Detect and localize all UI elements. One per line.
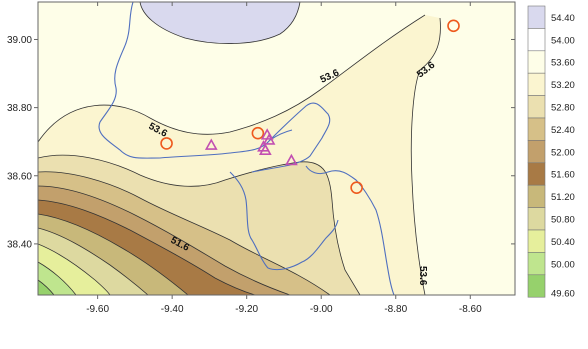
contour-line xyxy=(38,261,77,295)
x-tick-label: -9.20 xyxy=(235,304,258,315)
x-axis: -9.60 -9.40 -9.20 -9.00 -8.80 -8.60 xyxy=(86,2,482,315)
contour-line xyxy=(38,279,55,295)
contour-line xyxy=(38,227,149,295)
circle-marker xyxy=(251,126,265,140)
legend-label: 54.40 xyxy=(551,13,575,24)
legend-label: 51.20 xyxy=(551,192,575,203)
legend-label: 52.40 xyxy=(551,125,575,136)
legend-swatch xyxy=(527,95,546,119)
contour-line xyxy=(139,2,301,44)
circle-marker xyxy=(447,19,460,33)
y-tick-label: 38.60 xyxy=(7,171,32,182)
band-54.00 xyxy=(140,2,300,44)
legend-label: 50.80 xyxy=(551,215,575,226)
legend-label: 49.60 xyxy=(551,289,575,300)
legend-swatch xyxy=(527,140,546,164)
legend-swatch xyxy=(527,162,546,186)
contour-label: 53.6 xyxy=(417,266,428,286)
circle-marker xyxy=(350,181,363,194)
legend-label: 50.00 xyxy=(551,259,575,270)
legend-swatch xyxy=(527,28,546,52)
legend-label: 51.60 xyxy=(551,170,575,181)
contour-line xyxy=(38,199,256,295)
circle-markers xyxy=(160,19,460,194)
x-tick-label: -8.80 xyxy=(384,304,407,315)
color-legend: 54.40 54.00 53.60 53.20 52.80 52.40 52.00 51.60… xyxy=(527,5,575,300)
band-50.00 xyxy=(38,262,76,295)
legend-swatch xyxy=(527,50,546,74)
legend-label: 53.60 xyxy=(551,58,575,69)
coastline-path xyxy=(98,2,331,173)
contour-line xyxy=(410,17,441,295)
legend-swatch xyxy=(527,117,546,141)
contour-lines xyxy=(38,2,441,295)
legend-label: 50.40 xyxy=(551,237,575,248)
plot-frame xyxy=(37,1,516,296)
x-tick-label: -9.60 xyxy=(86,304,109,315)
x-tick-label: -9.40 xyxy=(161,304,184,315)
river-path xyxy=(305,165,395,295)
y-axis: 39.00 38.80 38.60 38.40 xyxy=(7,35,515,250)
contour-fills: 53.6 53.6 53.6 53.6 51.6 xyxy=(38,2,515,295)
x-tick-label: -8.60 xyxy=(459,304,482,315)
triangle-markers xyxy=(204,128,298,166)
contour-line xyxy=(38,171,331,295)
legend-label: 52.00 xyxy=(551,147,575,158)
contour-line xyxy=(38,213,189,295)
contour-line xyxy=(38,14,426,143)
legend-swatch xyxy=(527,274,546,298)
contour-line xyxy=(38,185,291,295)
y-tick-label: 38.40 xyxy=(7,239,32,250)
contour-line xyxy=(38,243,111,295)
triangle-marker xyxy=(262,133,276,145)
x-tick-label: -9.00 xyxy=(310,304,333,315)
legend-label: 54.00 xyxy=(551,35,575,46)
triangle-marker xyxy=(285,153,298,166)
band-49.60 xyxy=(38,280,54,295)
legend-swatch xyxy=(527,184,546,208)
legend-swatch xyxy=(527,72,546,96)
triangle-marker xyxy=(258,143,272,156)
y-tick-label: 38.80 xyxy=(7,103,32,114)
triangle-marker xyxy=(204,138,218,150)
circle-marker xyxy=(160,137,173,150)
legend-swatch xyxy=(527,229,546,253)
y-tick-label: 39.00 xyxy=(7,35,32,46)
legend-swatch xyxy=(527,5,546,29)
legend-swatch xyxy=(527,252,546,276)
river-path xyxy=(229,171,339,271)
legend-label: 53.20 xyxy=(551,80,575,91)
legend-label: 52.80 xyxy=(551,103,575,114)
legend-swatch xyxy=(527,207,546,231)
